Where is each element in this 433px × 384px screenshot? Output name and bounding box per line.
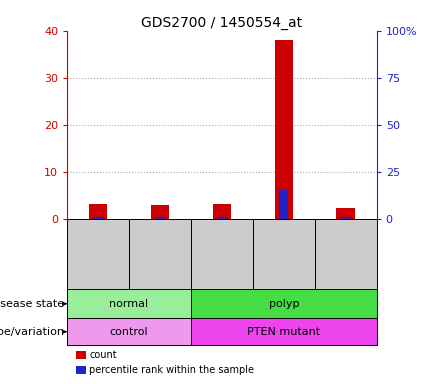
Bar	[155, 217, 165, 218]
Bar	[336, 208, 355, 218]
Bar	[191, 318, 377, 345]
Bar	[67, 289, 191, 318]
Bar	[67, 218, 129, 289]
Bar	[213, 204, 231, 218]
Bar	[341, 217, 350, 218]
Bar	[253, 218, 315, 289]
Text: normal: normal	[110, 299, 149, 309]
Bar	[67, 318, 191, 345]
Text: control: control	[110, 327, 149, 337]
Text: disease state: disease state	[0, 299, 64, 309]
Bar	[275, 40, 293, 218]
Bar	[94, 217, 103, 218]
Bar	[279, 190, 288, 218]
Bar	[315, 218, 377, 289]
Title: GDS2700 / 1450554_at: GDS2700 / 1450554_at	[141, 16, 303, 30]
Bar	[89, 204, 107, 218]
Text: genotype/variation: genotype/variation	[0, 327, 64, 337]
Legend: count, percentile rank within the sample: count, percentile rank within the sample	[72, 346, 259, 379]
Bar	[191, 289, 377, 318]
Text: polyp: polyp	[268, 299, 299, 309]
Bar	[151, 205, 169, 218]
Bar	[217, 217, 226, 218]
Bar	[191, 218, 253, 289]
Bar	[129, 218, 191, 289]
Text: PTEN mutant: PTEN mutant	[247, 327, 320, 337]
